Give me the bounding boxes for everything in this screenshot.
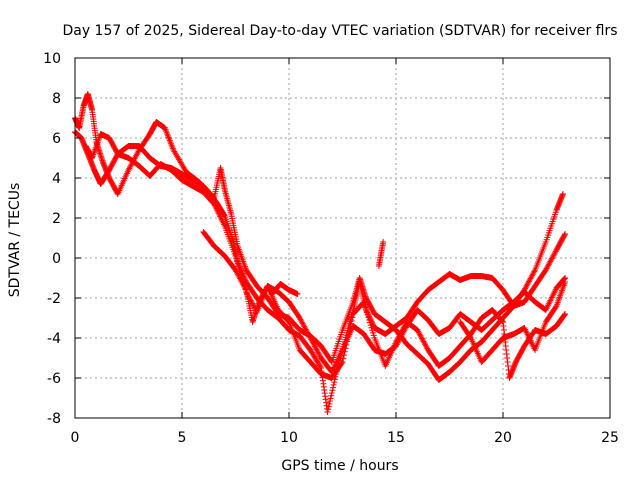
data-point xyxy=(330,381,337,388)
data-point xyxy=(366,317,373,323)
data-point xyxy=(343,341,350,348)
data-point xyxy=(367,319,374,326)
y-tick-label: 10 xyxy=(43,51,61,67)
data-point xyxy=(347,321,354,328)
x-tick-label: 25 xyxy=(601,430,619,446)
data-point xyxy=(330,384,337,391)
data-point xyxy=(210,194,217,201)
data-point xyxy=(234,260,241,267)
series-track-d xyxy=(200,229,569,381)
x-axis-label: GPS time / hours xyxy=(281,458,398,474)
data-point xyxy=(363,306,370,313)
chart-title: Day 157 of 2025, Sidereal Day-to-day VTE… xyxy=(62,23,617,39)
y-tick-label: 6 xyxy=(52,131,61,147)
y-tick-label: -4 xyxy=(47,331,61,347)
data-point xyxy=(232,253,239,259)
data-point xyxy=(559,191,566,197)
data-point xyxy=(242,285,249,292)
data-point xyxy=(233,255,240,262)
data-point xyxy=(369,327,376,334)
data-point xyxy=(368,324,375,331)
data-point xyxy=(326,398,333,405)
series-track-a xyxy=(72,91,569,415)
data-point xyxy=(552,248,559,255)
data-point xyxy=(345,331,352,338)
y-tick-label: 0 xyxy=(52,251,61,267)
data-point xyxy=(560,276,567,283)
data-point xyxy=(349,314,356,321)
data-point xyxy=(331,379,338,386)
axis-ticks: 0 5 10 15 20 25 -8 -6 -4 -2 0 2 4 6 8 10 xyxy=(43,51,619,446)
data-point xyxy=(342,345,349,352)
data-point xyxy=(561,232,568,239)
data-point xyxy=(344,335,351,341)
series-track-c xyxy=(82,131,566,383)
data-point xyxy=(370,329,377,336)
data-point xyxy=(326,400,333,407)
data-point xyxy=(329,387,336,394)
data-point xyxy=(341,352,348,359)
data-point xyxy=(341,348,348,355)
data-point xyxy=(234,258,241,265)
data-point xyxy=(562,311,569,317)
data-point xyxy=(328,392,335,399)
data-point xyxy=(365,314,372,321)
data-point xyxy=(380,239,387,245)
data-point xyxy=(338,360,345,367)
data-point xyxy=(499,318,506,325)
data-point xyxy=(531,268,538,275)
y-axis-label: SDTVAR / TECUs xyxy=(7,183,23,298)
data-point xyxy=(344,338,351,345)
data-point xyxy=(361,301,368,308)
y-tick-label: -8 xyxy=(47,411,61,427)
data-point xyxy=(346,328,353,335)
y-tick-label: 8 xyxy=(52,91,61,107)
data-point xyxy=(360,299,367,305)
y-tick-label: 2 xyxy=(52,211,61,227)
y-tick-label: -6 xyxy=(47,371,61,387)
data-point xyxy=(363,309,370,316)
series-track-e xyxy=(268,239,569,365)
data-point xyxy=(327,395,334,402)
data-point xyxy=(364,311,371,318)
data-point xyxy=(347,324,354,331)
data-point xyxy=(328,390,335,396)
x-tick-label: 15 xyxy=(387,430,405,446)
data-point xyxy=(562,231,569,237)
data-point xyxy=(317,363,324,370)
data-point xyxy=(561,275,568,282)
x-tick-label: 5 xyxy=(178,430,187,446)
data-marks xyxy=(72,91,569,415)
x-tick-label: 20 xyxy=(494,430,512,446)
data-point xyxy=(561,311,568,318)
data-point xyxy=(324,409,331,415)
data-point xyxy=(339,359,346,365)
data-point xyxy=(370,332,377,339)
data-point xyxy=(325,406,332,413)
plot-frame xyxy=(74,57,611,419)
data-point xyxy=(562,279,569,285)
data-point xyxy=(348,317,355,324)
data-point xyxy=(294,291,301,297)
data-point xyxy=(367,322,374,329)
data-point xyxy=(362,304,369,311)
x-tick-label: 10 xyxy=(280,430,298,446)
data-point xyxy=(552,304,559,311)
data-point xyxy=(235,263,242,270)
y-tick-label: 4 xyxy=(52,171,61,187)
y-tick-label: -2 xyxy=(47,291,61,307)
data-point xyxy=(340,355,347,362)
x-tick-label: 0 xyxy=(71,430,80,446)
data-point xyxy=(325,403,332,410)
